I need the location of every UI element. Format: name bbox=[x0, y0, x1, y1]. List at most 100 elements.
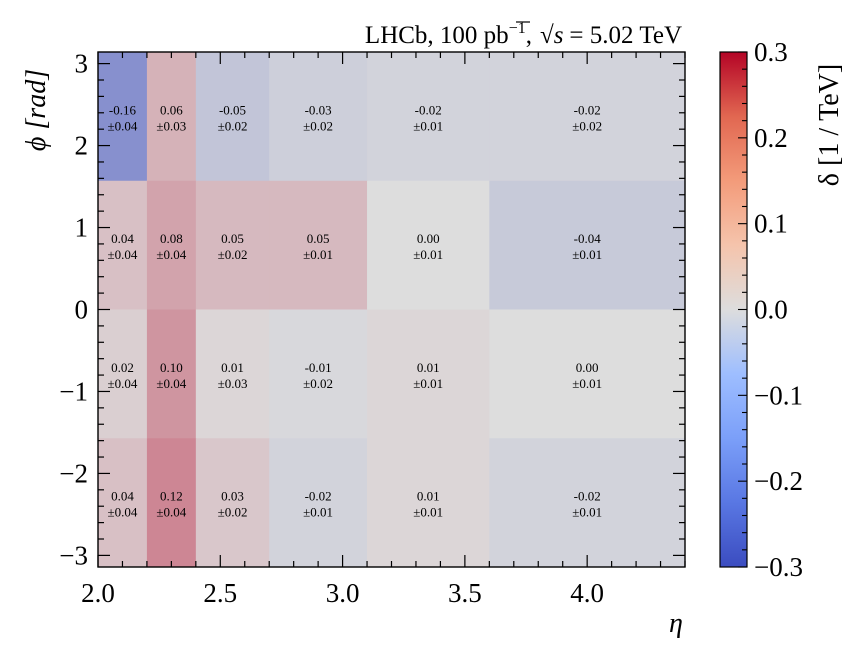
colorbar-tick-label: 0.0 bbox=[754, 295, 788, 325]
cell-error-label: ±0.04 bbox=[108, 247, 138, 262]
cell-value-label: -0.01 bbox=[305, 360, 332, 375]
cell-error-label: ±0.02 bbox=[218, 505, 248, 520]
cell-error-label: ±0.01 bbox=[413, 247, 443, 262]
cell-error-label: ±0.04 bbox=[156, 247, 186, 262]
cell-value-label: 0.12 bbox=[160, 489, 183, 504]
cell-value-label: -0.05 bbox=[219, 102, 246, 117]
colorbar-label: δ [1 / TeV] bbox=[814, 64, 845, 186]
cell-error-label: ±0.02 bbox=[218, 118, 248, 133]
heatmap-cell bbox=[489, 438, 686, 568]
colorbar-tick-label: 0.1 bbox=[754, 209, 788, 239]
cell-value-label: -0.02 bbox=[305, 489, 332, 504]
chart-title: LHCb, 100 pb−1, √s = 5.02 TeV bbox=[365, 20, 682, 49]
x-tick-label: 3.5 bbox=[448, 578, 482, 608]
heatmap-cell bbox=[367, 180, 490, 310]
heatmap-cell bbox=[195, 52, 270, 182]
cell-error-label: ±0.01 bbox=[303, 247, 333, 262]
colorbar-tick-label: 0.2 bbox=[754, 123, 788, 153]
cell-error-label: ±0.04 bbox=[156, 505, 186, 520]
cell-value-label: -0.16 bbox=[109, 102, 137, 117]
x-axis-ticks: 2.0 2.5 3.0 3.5 4.0 bbox=[81, 52, 686, 608]
y-tick-label: −2 bbox=[59, 458, 88, 488]
y-tick-label: 0 bbox=[75, 295, 89, 325]
heatmap-cell bbox=[367, 438, 490, 568]
heatmap-cell bbox=[146, 52, 197, 182]
cell-error-label: ±0.01 bbox=[572, 247, 602, 262]
cell-error-label: ±0.04 bbox=[108, 505, 138, 520]
cell-error-label: ±0.01 bbox=[572, 376, 602, 391]
cell-value-label: 0.04 bbox=[111, 231, 134, 246]
colorbar-tick-label: −0.1 bbox=[754, 380, 803, 410]
cell-value-label: 0.05 bbox=[221, 231, 244, 246]
heatmap-cell bbox=[269, 309, 368, 439]
cell-error-label: ±0.03 bbox=[156, 118, 186, 133]
heatmap-cell bbox=[146, 180, 197, 310]
heatmap-cell bbox=[269, 52, 368, 182]
cell-value-label: 0.06 bbox=[160, 102, 183, 117]
heatmap-cell-labels: -0.16±0.040.06±0.03-0.05±0.02-0.03±0.02-… bbox=[108, 102, 603, 519]
heatmap-cell bbox=[98, 309, 148, 439]
cell-value-label: -0.02 bbox=[574, 102, 601, 117]
heatmap-cell bbox=[98, 180, 148, 310]
colorbar-tick-label: 0.3 bbox=[754, 37, 788, 67]
cell-error-label: ±0.02 bbox=[218, 247, 248, 262]
cell-error-label: ±0.04 bbox=[108, 118, 138, 133]
cell-value-label: -0.03 bbox=[305, 102, 332, 117]
heatmap-cell bbox=[489, 180, 686, 310]
heatmap-cell bbox=[367, 52, 490, 182]
cell-value-label: 0.01 bbox=[221, 360, 244, 375]
heatmap-cell bbox=[195, 438, 270, 568]
y-tick-label: 3 bbox=[75, 49, 89, 79]
cell-value-label: 0.00 bbox=[576, 360, 599, 375]
y-tick-label: −3 bbox=[59, 540, 88, 570]
cell-error-label: ±0.01 bbox=[572, 505, 602, 520]
cell-error-label: ±0.03 bbox=[218, 376, 248, 391]
cell-error-label: ±0.02 bbox=[303, 118, 333, 133]
heatmap-cell bbox=[269, 180, 368, 310]
heatmap-cell bbox=[269, 438, 368, 568]
cell-error-label: ±0.01 bbox=[303, 505, 333, 520]
x-axis-label: η bbox=[669, 608, 683, 639]
cell-value-label: 0.05 bbox=[307, 231, 330, 246]
heatmap-cell bbox=[489, 52, 686, 182]
cell-value-label: 0.10 bbox=[160, 360, 183, 375]
heatmap-cell bbox=[146, 438, 197, 568]
cell-value-label: 0.03 bbox=[221, 489, 244, 504]
cell-value-label: -0.02 bbox=[415, 102, 442, 117]
cell-value-label: 0.04 bbox=[111, 489, 134, 504]
heatmap-cell bbox=[367, 309, 490, 439]
cell-value-label: -0.04 bbox=[574, 231, 602, 246]
heatmap-cells bbox=[98, 52, 686, 568]
colorbar-ticks: 0.3 0.2 0.1 0.0 −0.1 −0.2 −0.3 bbox=[738, 37, 803, 582]
cell-error-label: ±0.02 bbox=[572, 118, 602, 133]
cell-error-label: ±0.01 bbox=[413, 505, 443, 520]
x-tick-label: 4.0 bbox=[570, 578, 604, 608]
y-axis-ticks: −3 −2 −1 0 1 2 3 bbox=[59, 49, 685, 570]
y-tick-label: 2 bbox=[75, 131, 89, 161]
x-tick-label: 2.5 bbox=[203, 578, 237, 608]
cell-error-label: ±0.04 bbox=[156, 376, 186, 391]
y-tick-label: −1 bbox=[59, 376, 88, 406]
cell-value-label: 0.01 bbox=[417, 360, 440, 375]
colorbar-tick-label: −0.2 bbox=[754, 466, 803, 496]
cell-error-label: ±0.01 bbox=[413, 118, 443, 133]
colorbar-tick-label: −0.3 bbox=[754, 552, 803, 582]
cell-value-label: 0.01 bbox=[417, 489, 440, 504]
cell-error-label: ±0.02 bbox=[303, 376, 333, 391]
heatmap-cell bbox=[489, 309, 686, 439]
heatmap-cell bbox=[146, 309, 197, 439]
heatmap-cell bbox=[98, 438, 148, 568]
heatmap-cell bbox=[195, 309, 270, 439]
heatmap-cell bbox=[98, 52, 148, 182]
cell-value-label: -0.02 bbox=[574, 489, 601, 504]
cell-value-label: 0.02 bbox=[111, 360, 134, 375]
y-tick-label: 1 bbox=[75, 213, 89, 243]
x-tick-label: 2.0 bbox=[81, 578, 115, 608]
cell-value-label: 0.08 bbox=[160, 231, 183, 246]
y-axis-label: ϕ [rad] bbox=[21, 69, 52, 151]
x-tick-label: 3.0 bbox=[326, 578, 360, 608]
cell-error-label: ±0.01 bbox=[413, 376, 443, 391]
heatmap-cell bbox=[195, 180, 270, 310]
cell-error-label: ±0.04 bbox=[108, 376, 138, 391]
